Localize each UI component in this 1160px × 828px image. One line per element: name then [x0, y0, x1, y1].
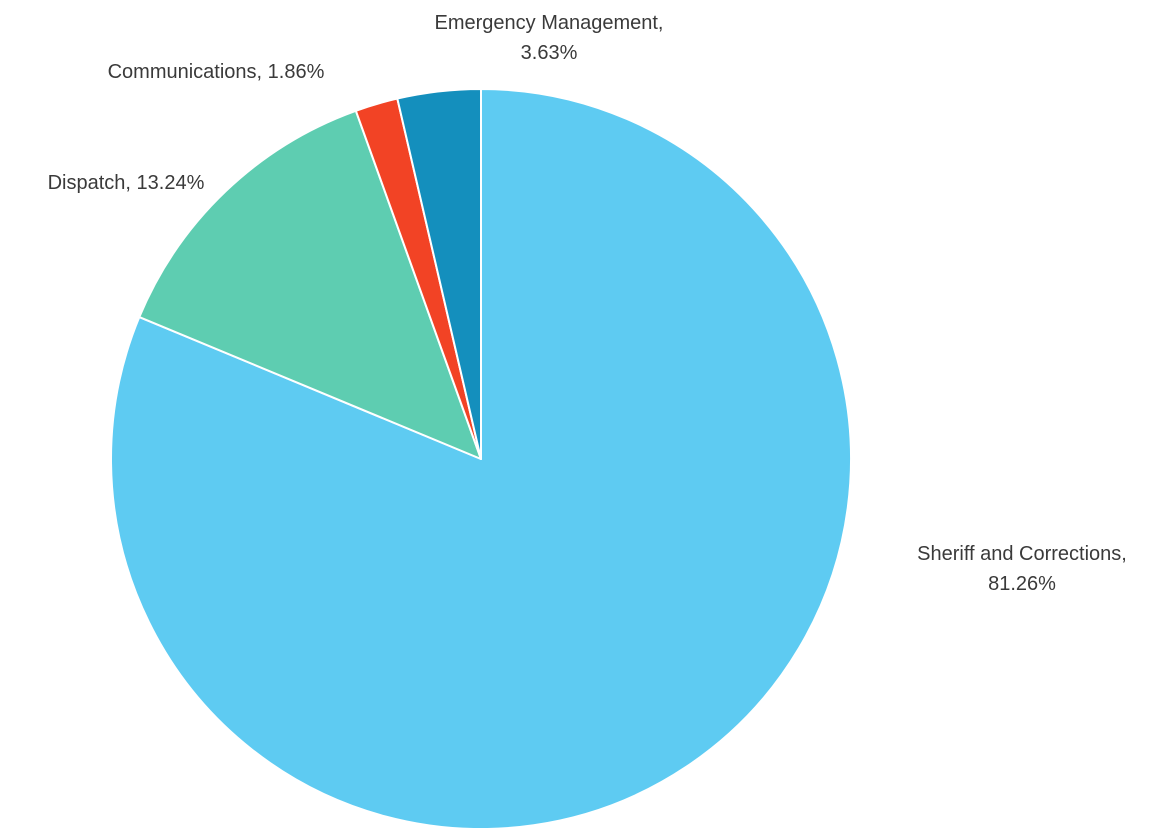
slice-label-line: Dispatch, 13.24% [48, 172, 205, 194]
slice-label-dispatch: Dispatch, 13.24% [48, 172, 205, 194]
pie-slice-emergency-management [396, 88, 482, 460]
pie-slice-dispatch [138, 109, 482, 460]
slice-label-line: 81.26% [988, 573, 1056, 595]
slice-label-line: Sheriff and Corrections, [917, 543, 1127, 565]
pie-labels: Sheriff and Corrections, 81.26% Dispatch, … [48, 12, 1127, 595]
slice-label-sheriff-and-corrections: Sheriff and Corrections, 81.26% [917, 543, 1127, 595]
slice-label-communications: Communications, 1.86% [108, 61, 325, 83]
slice-label-line: Communications, 1.86% [108, 61, 325, 83]
slice-label-line: Emergency Management, [434, 12, 663, 34]
slice-label-emergency-management: Emergency Management, 3.63% [434, 12, 663, 64]
pie-slices [110, 88, 852, 828]
slice-label-line: 3.63% [521, 42, 578, 64]
pie-slice-sheriff-and-corrections [110, 88, 852, 828]
